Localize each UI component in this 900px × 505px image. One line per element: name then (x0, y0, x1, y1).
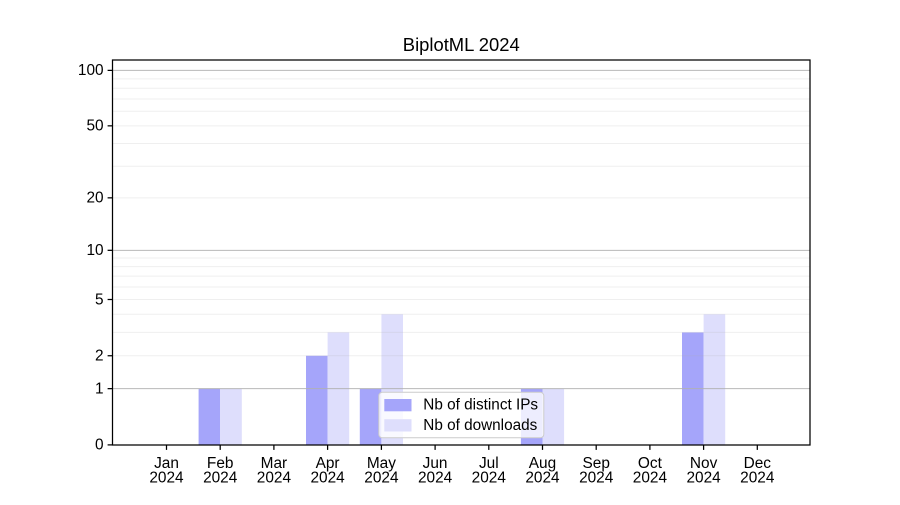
svg-text:2024: 2024 (257, 469, 292, 486)
svg-text:2024: 2024 (686, 469, 721, 486)
svg-text:Mar: Mar (261, 455, 288, 472)
svg-text:Nb of distinct IPs: Nb of distinct IPs (423, 397, 538, 414)
svg-text:Jul: Jul (479, 455, 499, 472)
svg-text:1: 1 (95, 380, 104, 397)
svg-text:2024: 2024 (740, 469, 775, 486)
svg-text:May: May (367, 455, 396, 472)
svg-text:0: 0 (95, 437, 104, 454)
svg-text:Aug: Aug (529, 455, 556, 472)
svg-text:2024: 2024 (310, 469, 345, 486)
svg-text:BiplotML 2024: BiplotML 2024 (403, 34, 520, 55)
svg-text:50: 50 (86, 118, 103, 135)
svg-text:10: 10 (86, 242, 103, 259)
svg-text:Dec: Dec (744, 455, 772, 472)
svg-text:Jun: Jun (423, 455, 448, 472)
svg-text:Feb: Feb (207, 455, 234, 472)
svg-text:Nov: Nov (690, 455, 718, 472)
svg-text:2024: 2024 (418, 469, 453, 486)
svg-text:5: 5 (95, 291, 104, 308)
svg-text:2024: 2024 (633, 469, 668, 486)
svg-text:2024: 2024 (364, 469, 399, 486)
svg-text:Sep: Sep (583, 455, 610, 472)
svg-text:Oct: Oct (638, 455, 663, 472)
svg-text:2: 2 (95, 348, 104, 365)
svg-text:2024: 2024 (579, 469, 614, 486)
svg-text:20: 20 (86, 190, 103, 207)
svg-text:2024: 2024 (149, 469, 184, 486)
svg-text:2024: 2024 (525, 469, 560, 486)
svg-text:Jan: Jan (154, 455, 179, 472)
svg-text:Apr: Apr (316, 455, 340, 472)
svg-text:2024: 2024 (472, 469, 507, 486)
svg-text:2024: 2024 (203, 469, 238, 486)
svg-text:100: 100 (78, 62, 104, 79)
svg-text:Nb of downloads: Nb of downloads (423, 417, 537, 434)
